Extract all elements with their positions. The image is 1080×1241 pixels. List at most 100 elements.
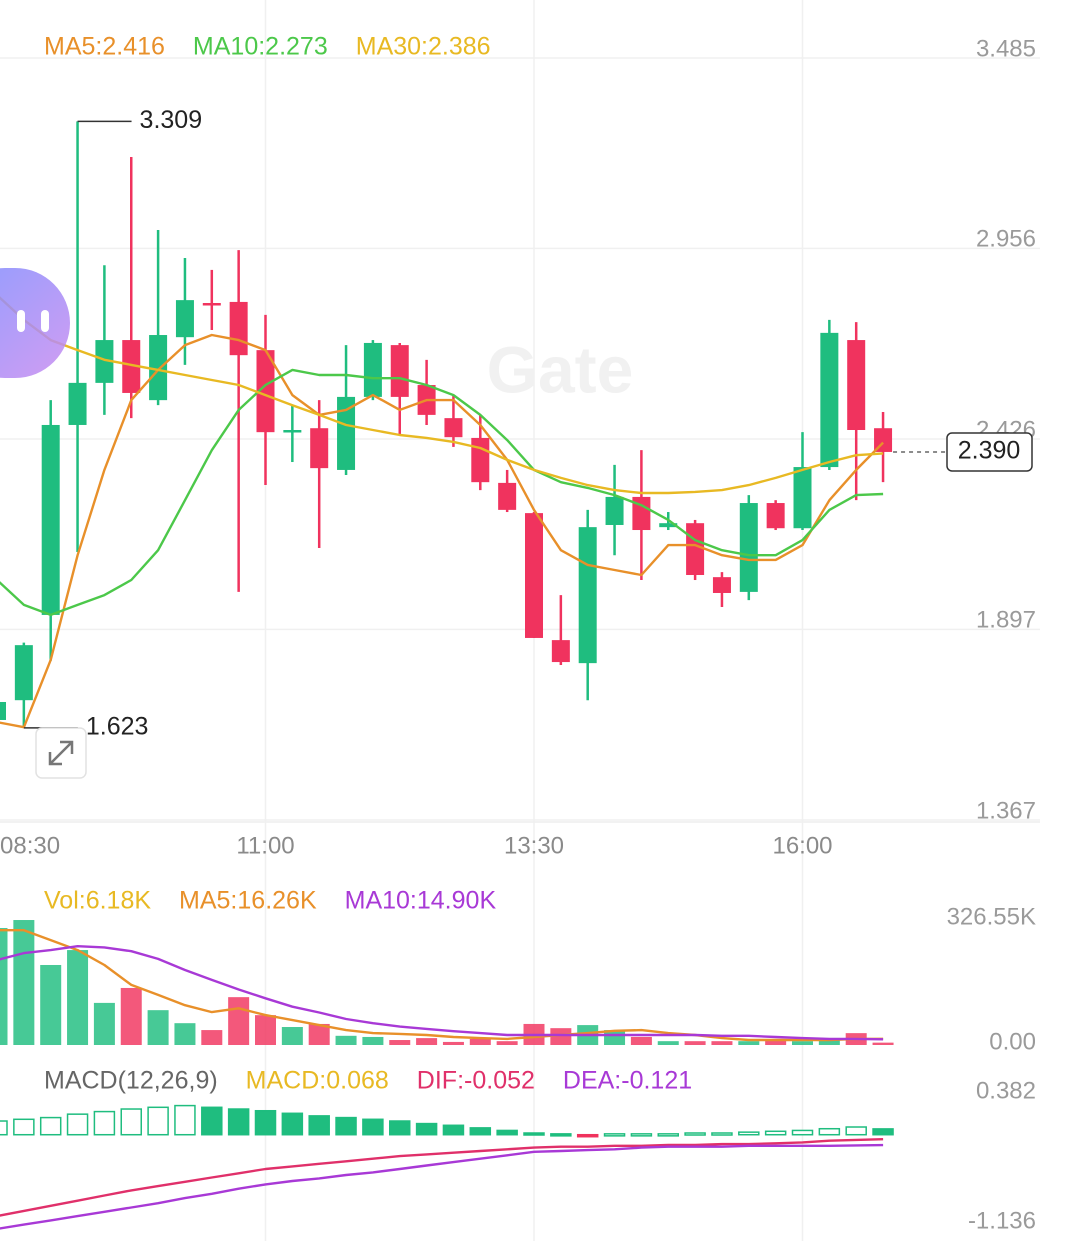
candle-body <box>0 701 6 720</box>
x-tick-label: 13:30 <box>504 832 564 859</box>
volume-bar <box>684 1041 706 1045</box>
volume-bar <box>738 1041 760 1045</box>
legend-entry: MA10:14.90K <box>345 887 497 915</box>
volume-bar <box>40 964 62 1045</box>
legend-entry: Vol:6.18K <box>44 887 151 915</box>
macd-bar <box>845 1126 867 1136</box>
y-tick-label: 3.485 <box>976 35 1036 62</box>
legend-entry: MACD(12,26,9) <box>44 1067 218 1095</box>
macd-bar <box>201 1106 223 1136</box>
macd-bar <box>603 1133 626 1137</box>
y-tick-label: 2.956 <box>976 226 1036 253</box>
volume-bar <box>872 1042 894 1045</box>
line-series <box>0 368 884 617</box>
extreme-label: 3.309 <box>140 106 203 134</box>
candle-body <box>632 496 651 531</box>
line-series <box>0 296 884 495</box>
y-tick-label: 1.897 <box>976 607 1036 634</box>
candle-body <box>229 301 248 356</box>
expand-icon <box>48 740 74 766</box>
last-price-box <box>946 432 1033 472</box>
volume-bar <box>335 1035 357 1045</box>
candle-body <box>41 424 60 615</box>
last-price-label: 2.390 <box>958 437 1021 465</box>
grid-layer: Gate <box>0 0 1040 1241</box>
volume-bar <box>630 1036 652 1045</box>
watermark: Gate <box>487 332 634 406</box>
legend-entry: MA10:2.273 <box>193 33 328 61</box>
macd-bar <box>227 1108 250 1136</box>
candle-body <box>95 340 114 383</box>
macd-bar <box>550 1133 572 1137</box>
volume-bar <box>120 987 142 1045</box>
macd-bar <box>66 1113 89 1136</box>
legend-entry: MA5:2.416 <box>44 33 165 61</box>
floating-pill[interactable] <box>0 268 70 378</box>
candle-body <box>471 437 490 483</box>
candle-body <box>766 503 785 529</box>
macd-bar <box>764 1130 787 1136</box>
candle-body <box>820 332 839 468</box>
candle-body <box>498 482 517 510</box>
candle-body <box>659 523 678 528</box>
candle-body <box>337 396 356 470</box>
candle-body <box>605 496 624 525</box>
candle-body <box>444 418 463 438</box>
volume-bar <box>416 1038 438 1045</box>
candle-body <box>149 335 168 401</box>
macd-bar <box>791 1129 814 1136</box>
line-series <box>0 1143 884 1230</box>
floating-widget[interactable] <box>0 268 70 378</box>
volume-bar <box>657 1041 679 1045</box>
legend-entry: MA30:2.386 <box>356 33 491 61</box>
pill-icon <box>41 310 49 332</box>
macd-bar <box>0 1120 8 1136</box>
y-tick-label: 326.55K <box>947 903 1036 930</box>
line-series <box>0 945 884 1041</box>
volume-bar <box>281 1027 303 1045</box>
macd-bar <box>254 1109 277 1136</box>
candle-body <box>525 513 543 638</box>
macd-bar <box>174 1104 196 1136</box>
legend-entry: DEA:-0.121 <box>563 1067 692 1095</box>
volume-bar <box>389 1040 411 1045</box>
candle-body <box>390 345 409 397</box>
volume-bar <box>818 1040 840 1045</box>
macd-bar <box>496 1129 518 1136</box>
macd-bar <box>684 1132 706 1136</box>
volume-bar <box>442 1041 464 1045</box>
macd-bar <box>523 1132 545 1136</box>
volume-bar <box>147 1010 169 1045</box>
legend-entry: DIF:-0.052 <box>417 1067 535 1095</box>
expand-button[interactable] <box>35 727 87 779</box>
candle-body <box>793 467 812 529</box>
volume-bar <box>93 1002 115 1045</box>
volume-bar <box>362 1036 384 1045</box>
candle-body <box>68 382 87 425</box>
macd-bar <box>630 1133 653 1137</box>
macd-bar <box>657 1133 679 1137</box>
candle-body <box>175 300 194 338</box>
y-tick-label: -1.136 <box>968 1207 1036 1234</box>
y-tick-label: 1.367 <box>976 797 1036 824</box>
macd-bar <box>362 1118 384 1136</box>
candle-body <box>256 350 275 433</box>
macd-bar <box>738 1131 760 1136</box>
volume-bar <box>201 1030 223 1045</box>
volume-bar <box>228 997 250 1045</box>
x-tick-label: 16:00 <box>772 832 832 859</box>
candle-body <box>712 577 731 593</box>
macd-bar <box>120 1108 142 1136</box>
macd-bar <box>93 1110 116 1136</box>
macd-bar <box>711 1132 733 1136</box>
macd-bar <box>281 1112 304 1136</box>
marks-layer <box>0 121 894 1230</box>
pill-icon <box>17 310 25 332</box>
candle-body <box>122 340 141 393</box>
volume-bar <box>469 1038 491 1045</box>
volume-bar <box>13 920 35 1045</box>
y-tick-label: 0.382 <box>976 1077 1036 1104</box>
candle-body <box>578 527 597 664</box>
